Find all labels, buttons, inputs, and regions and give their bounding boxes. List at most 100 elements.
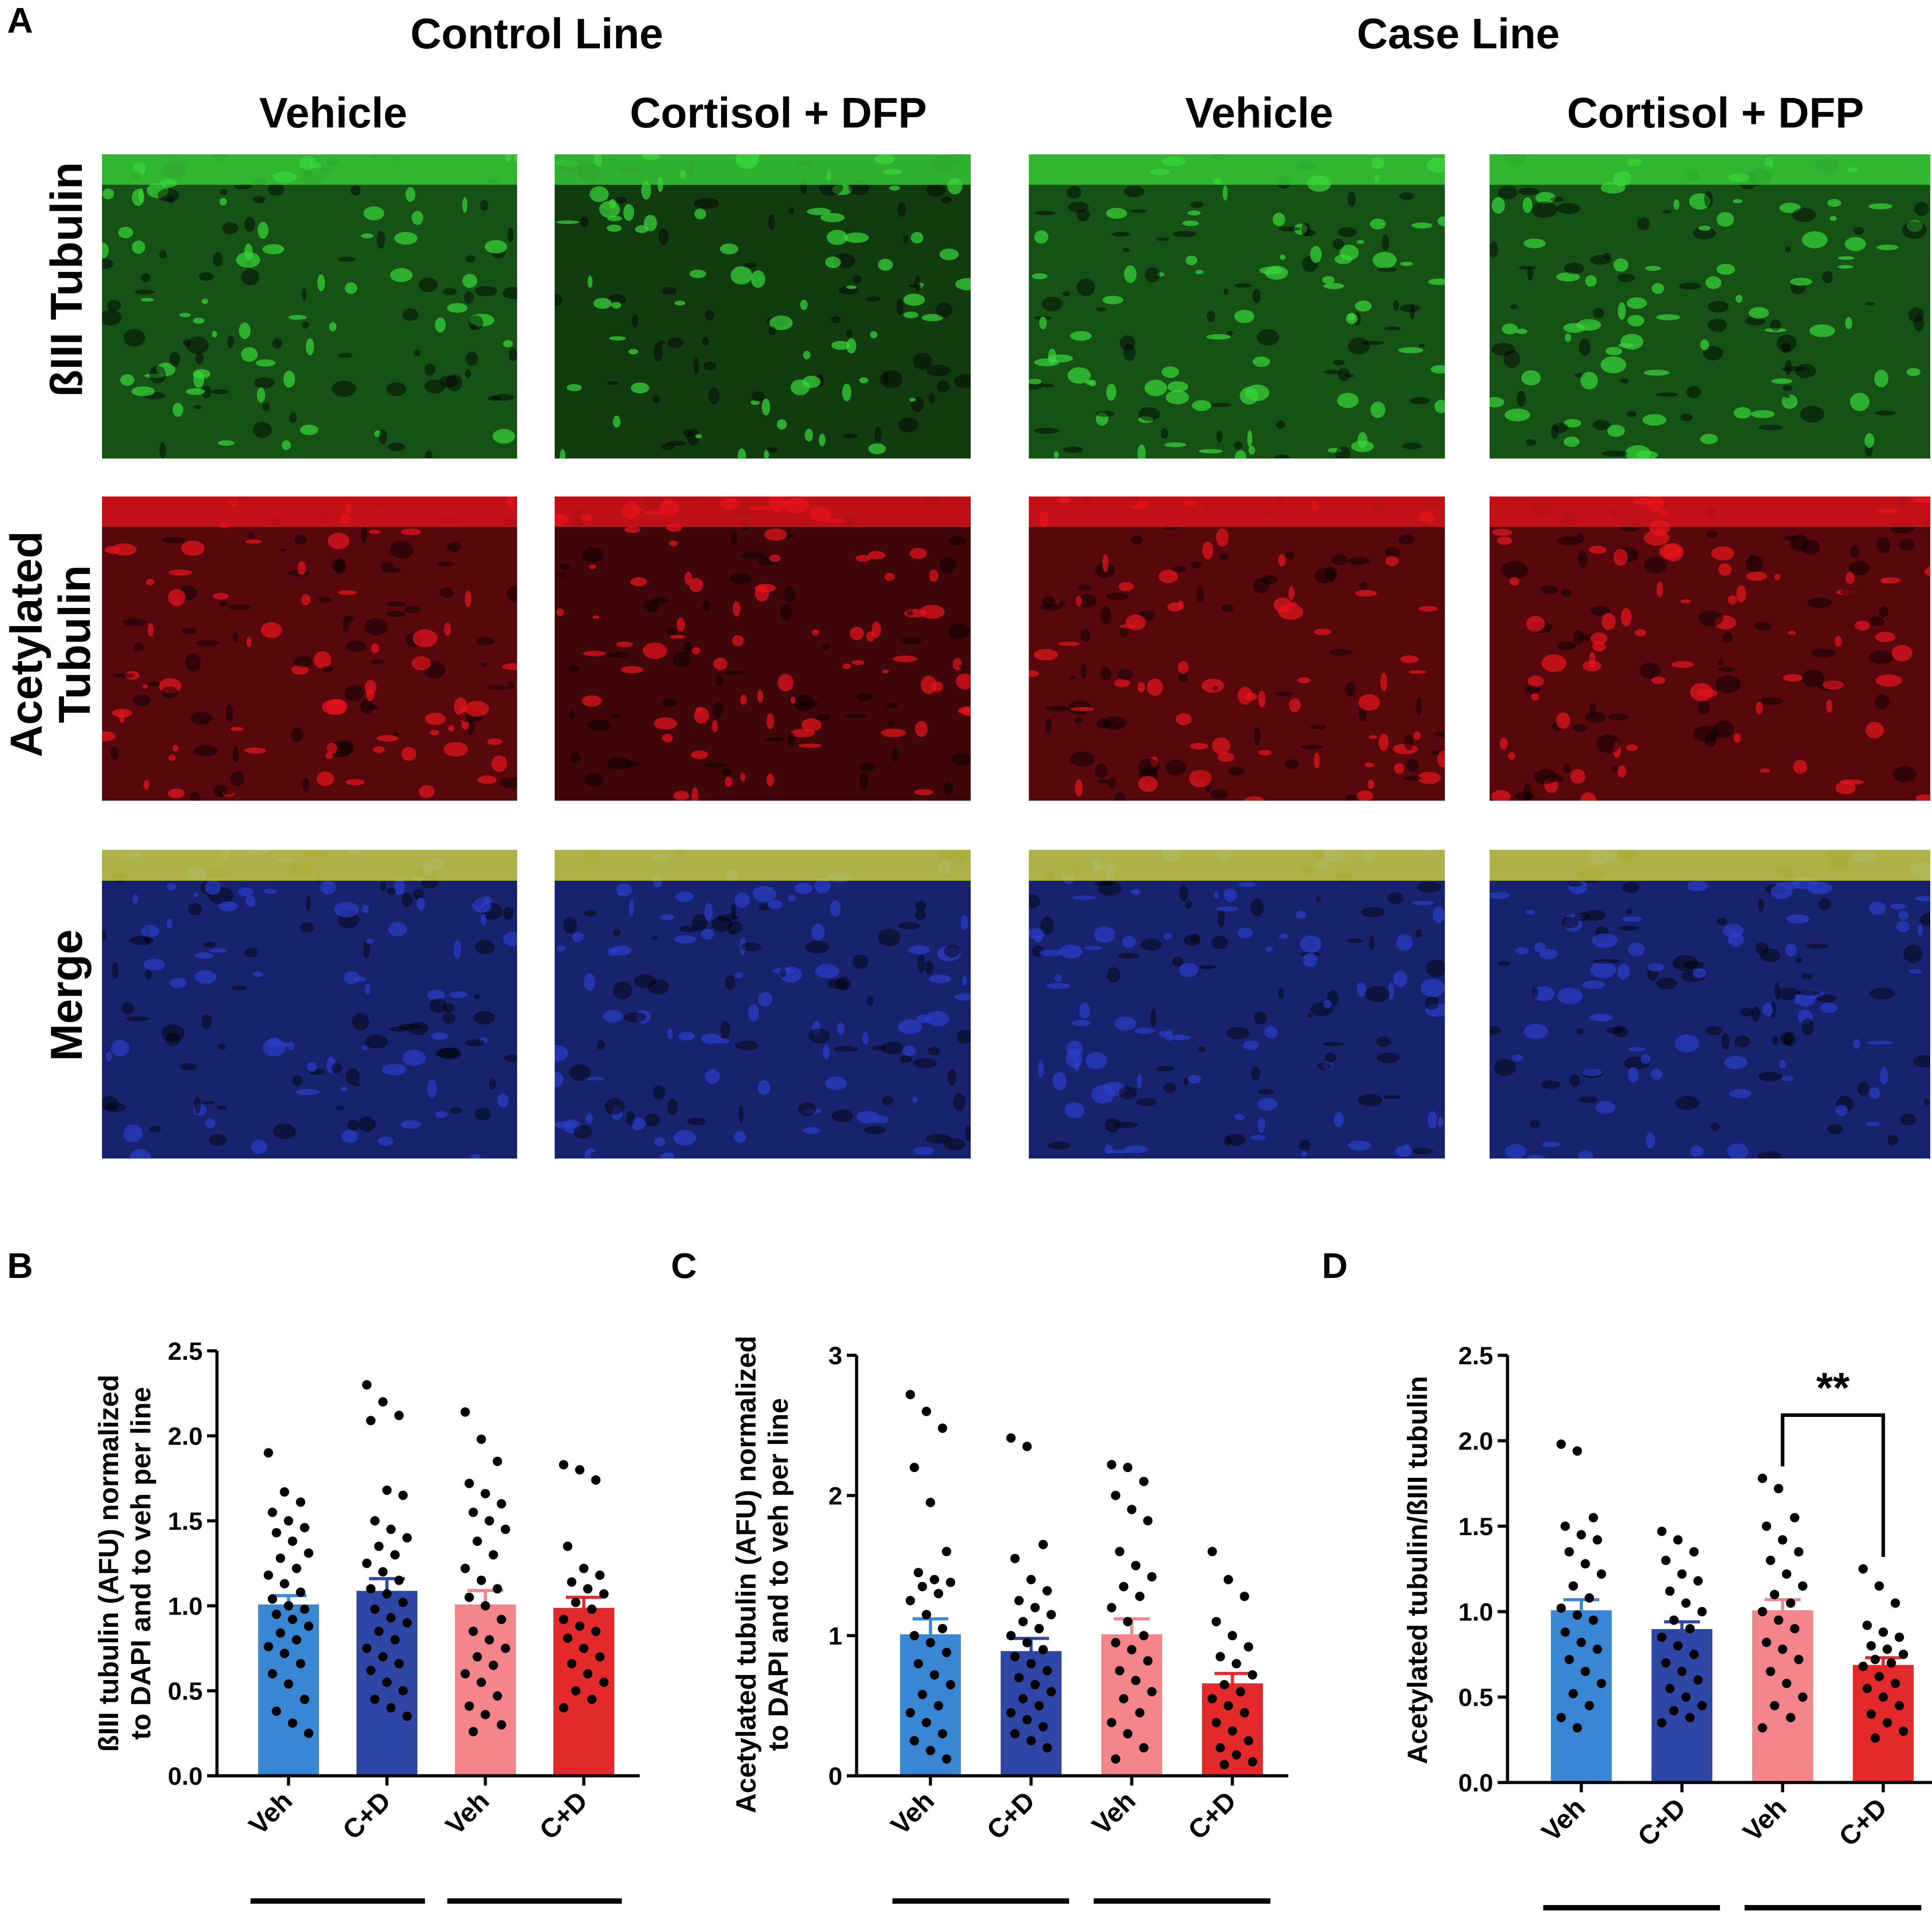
group-label-case: Case (505, 1910, 565, 1914)
data-point (1127, 1505, 1137, 1515)
data-point (464, 1478, 474, 1488)
y-tick-label: 3 (828, 1341, 842, 1370)
data-point (272, 1706, 281, 1716)
micrograph-r2-c4 (1490, 497, 1930, 801)
data-point (1207, 1694, 1217, 1704)
data-point (1862, 1621, 1872, 1630)
data-point (1758, 1607, 1767, 1617)
data-point (909, 1736, 919, 1746)
data-point (1211, 1718, 1221, 1727)
data-point (1685, 1624, 1695, 1634)
data-point (1014, 1673, 1024, 1683)
data-point (284, 1516, 293, 1526)
data-point (1107, 1603, 1117, 1613)
data-point (1689, 1650, 1699, 1659)
data-point (1211, 1617, 1221, 1626)
data-point (921, 1718, 931, 1727)
data-point (1568, 1581, 1578, 1591)
panel-letter-c: C (671, 1246, 697, 1286)
data-point (1782, 1569, 1792, 1579)
data-point (370, 1604, 380, 1614)
group-label-control: Control (936, 1910, 1025, 1914)
data-point (1657, 1718, 1667, 1727)
data-point (460, 1669, 470, 1679)
data-point (938, 1423, 947, 1433)
data-point (1014, 1596, 1024, 1605)
data-point (1034, 1624, 1044, 1634)
data-point (563, 1633, 573, 1643)
data-point (362, 1380, 372, 1390)
data-point (1123, 1729, 1133, 1739)
y-tick-label: 1 (828, 1622, 842, 1650)
data-point (1231, 1750, 1241, 1760)
data-point (1022, 1638, 1032, 1647)
data-point (913, 1659, 923, 1668)
data-point (1107, 1460, 1117, 1469)
y-tick-label: 0.5 (168, 1677, 203, 1705)
data-point (926, 1638, 935, 1647)
data-point (1693, 1576, 1703, 1586)
data-point (1215, 1652, 1225, 1662)
data-point (1022, 1442, 1032, 1451)
x-tick-label-2: Veh (440, 1786, 495, 1841)
data-point (1026, 1574, 1036, 1584)
chart-b: ßIII tubulin (AFU) normalizedto DAPI and… (93, 1337, 640, 1914)
micrograph-r3-c2 (555, 850, 971, 1159)
data-point (909, 1463, 919, 1473)
data-point (480, 1710, 490, 1719)
data-point (300, 1604, 310, 1614)
data-point (1572, 1610, 1582, 1620)
data-point (1227, 1726, 1237, 1736)
data-point (575, 1621, 585, 1631)
data-point (280, 1648, 289, 1658)
data-point (1215, 1743, 1225, 1753)
data-point (1592, 1535, 1602, 1545)
data-point (1874, 1581, 1884, 1591)
data-point (1673, 1535, 1683, 1545)
data-point (1677, 1667, 1687, 1676)
data-point (583, 1584, 593, 1594)
data-point (292, 1635, 301, 1645)
y-axis-label: ßIII tubulin (AFU) normalizedto DAPI and… (93, 1375, 157, 1752)
data-point (1597, 1678, 1606, 1688)
panel-letter-b: B (7, 1246, 33, 1286)
data-point (1248, 1757, 1257, 1767)
data-point (304, 1728, 314, 1738)
data-point (1564, 1547, 1574, 1557)
data-point (300, 1694, 310, 1704)
data-point (1665, 1586, 1675, 1596)
y-tick-label: 2.5 (1458, 1341, 1493, 1370)
data-point (1139, 1743, 1149, 1753)
data-point (1046, 1610, 1056, 1620)
data-point (300, 1523, 310, 1532)
data-point (1034, 1701, 1044, 1710)
data-point (398, 1597, 408, 1607)
data-point (1572, 1723, 1582, 1733)
data-point (571, 1597, 581, 1607)
data-point (1858, 1661, 1868, 1671)
y-axis-label: Acetylated tubulin/ßIII tubulin (1402, 1376, 1433, 1764)
x-tick-label-0: Veh (1536, 1792, 1591, 1847)
data-point (905, 1708, 915, 1718)
data-point (1018, 1694, 1028, 1704)
y-axis-label-line: Acetylated tubulin (AFU) normalized (731, 1336, 762, 1813)
data-point (591, 1626, 601, 1636)
data-point (917, 1582, 927, 1591)
data-point (1762, 1638, 1771, 1647)
data-point (272, 1609, 281, 1619)
data-point (280, 1487, 289, 1497)
y-axis-label: Acetylated tubulin (AFU) normalizedto DA… (731, 1336, 794, 1813)
data-point (1882, 1718, 1892, 1727)
data-point (263, 1570, 273, 1580)
data-point (1794, 1655, 1804, 1664)
data-point (288, 1614, 297, 1624)
data-point (1223, 1701, 1233, 1710)
x-tick-label-0: Veh (243, 1786, 298, 1841)
data-point (378, 1397, 388, 1407)
data-point (1580, 1559, 1590, 1569)
data-point (1580, 1667, 1590, 1676)
data-point (921, 1610, 931, 1620)
data-point (268, 1507, 277, 1517)
data-point (938, 1729, 947, 1739)
micrograph-r2-c1 (102, 497, 517, 801)
